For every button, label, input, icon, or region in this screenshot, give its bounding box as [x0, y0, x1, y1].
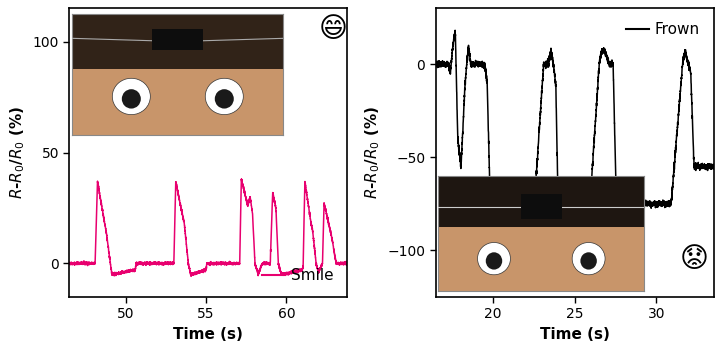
Legend: Frown: Frown: [619, 16, 706, 43]
Text: 😄: 😄: [319, 14, 348, 42]
Y-axis label: $R$-$R_0$/$R_0$ (%): $R$-$R_0$/$R_0$ (%): [9, 106, 27, 199]
X-axis label: Time (s): Time (s): [173, 327, 243, 342]
X-axis label: Time (s): Time (s): [540, 327, 609, 342]
Legend: Smile: Smile: [256, 262, 340, 289]
Y-axis label: $R$-$R_0$/$R_0$ (%): $R$-$R_0$/$R_0$ (%): [363, 106, 382, 199]
Text: 😟: 😟: [680, 245, 709, 273]
